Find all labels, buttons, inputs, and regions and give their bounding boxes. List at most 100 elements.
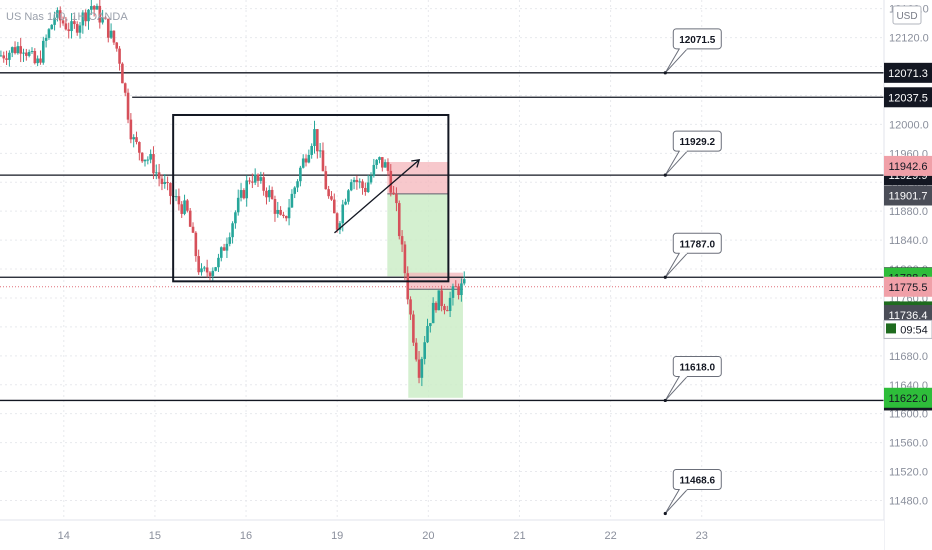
range-rectangle[interactable] bbox=[172, 113, 450, 283]
candle-body bbox=[310, 146, 313, 155]
candle-body bbox=[265, 190, 268, 198]
callouts[interactable]: 12071.5 11929.2 11787.0 11618.0 11468.6 bbox=[663, 28, 722, 516]
candle-body bbox=[414, 342, 418, 360]
candle-body bbox=[397, 203, 401, 237]
countdown-icon bbox=[886, 323, 896, 334]
candle-body bbox=[448, 297, 452, 312]
level-price-tag-bg bbox=[884, 62, 932, 83]
price-tag: 11942.6 bbox=[889, 161, 928, 173]
candle-body bbox=[417, 359, 421, 378]
candle-body bbox=[47, 29, 51, 38]
candle-body bbox=[454, 286, 458, 288]
candle-body bbox=[191, 226, 195, 233]
candle-body bbox=[180, 204, 184, 214]
candle-body bbox=[50, 24, 54, 30]
candle-body bbox=[163, 182, 167, 185]
price-tag-bg bbox=[884, 185, 932, 206]
candle-body bbox=[160, 178, 164, 185]
price-callout[interactable]: 11929.2 bbox=[663, 130, 722, 177]
candle-body bbox=[78, 25, 82, 33]
level-price-tag: 12037.5 bbox=[888, 92, 928, 104]
candle-body bbox=[392, 192, 395, 195]
candle-body bbox=[5, 58, 8, 60]
candle-body bbox=[262, 177, 265, 191]
candle-body bbox=[58, 10, 62, 21]
candle-body bbox=[101, 17, 104, 23]
y-tick-label: 12000.0 bbox=[889, 119, 929, 131]
candle-body bbox=[443, 306, 446, 311]
candle-body bbox=[358, 181, 362, 183]
candle-body bbox=[208, 272, 212, 276]
candle-body bbox=[344, 201, 347, 205]
callout-label: 12071.5 bbox=[679, 35, 716, 46]
candle-body bbox=[90, 6, 93, 10]
candle-body bbox=[412, 314, 415, 343]
candle-body bbox=[276, 209, 280, 214]
candle-body bbox=[406, 273, 410, 300]
candle-body bbox=[177, 196, 181, 205]
candle-body bbox=[2, 55, 6, 59]
y-tick-label: 11560.0 bbox=[889, 438, 928, 450]
candle-body bbox=[395, 194, 398, 204]
candle-body bbox=[299, 167, 302, 182]
candle-body bbox=[53, 17, 56, 25]
candle-body bbox=[183, 200, 186, 214]
candle-body bbox=[349, 182, 353, 191]
price-tag: 11901.7 bbox=[889, 190, 928, 202]
candle-body bbox=[403, 244, 407, 274]
price-callout[interactable]: 11618.0 bbox=[663, 355, 722, 403]
countdown-label: 09:54 bbox=[900, 324, 928, 336]
y-tick-label: 11880.0 bbox=[889, 206, 928, 218]
candle-body bbox=[197, 256, 200, 273]
candle-body bbox=[352, 179, 356, 183]
candle-body bbox=[361, 181, 364, 188]
candle-body bbox=[335, 213, 339, 230]
y-tick-label: 11680.0 bbox=[889, 351, 928, 363]
candle-body bbox=[27, 51, 31, 56]
candle-body bbox=[203, 267, 206, 269]
candle-body bbox=[321, 150, 325, 172]
candle-body bbox=[383, 162, 387, 168]
take-profit-zone[interactable] bbox=[387, 193, 449, 277]
candle-body bbox=[169, 183, 172, 196]
x-tick-label: 19 bbox=[331, 530, 343, 542]
price-callout[interactable]: 11787.0 bbox=[663, 232, 722, 279]
candle-body bbox=[270, 189, 274, 200]
callout-box bbox=[672, 28, 722, 50]
x-tick-label: 16 bbox=[240, 530, 252, 542]
candle-body bbox=[81, 12, 85, 26]
y-tick-label: 11520.0 bbox=[889, 467, 928, 479]
price-tag-bg bbox=[884, 387, 932, 408]
candle-body bbox=[44, 37, 48, 41]
price-callout[interactable]: 11468.6 bbox=[663, 468, 722, 516]
candle-body bbox=[200, 268, 203, 273]
candle-body bbox=[92, 6, 96, 10]
callout-box bbox=[672, 355, 722, 377]
candle-body bbox=[313, 129, 316, 147]
horizontal-levels[interactable] bbox=[0, 72, 884, 402]
candle-body bbox=[87, 9, 90, 22]
candle-body bbox=[67, 29, 71, 32]
candle-body bbox=[138, 142, 141, 153]
candle-body bbox=[332, 199, 336, 214]
candle-body bbox=[307, 154, 311, 163]
candle-body bbox=[259, 177, 263, 181]
candle-body bbox=[217, 257, 220, 268]
drawings[interactable] bbox=[172, 113, 450, 283]
price-callout[interactable]: 12071.5 bbox=[663, 28, 722, 75]
candle-body bbox=[75, 24, 79, 33]
candle-body bbox=[64, 23, 68, 30]
candle-body bbox=[290, 193, 294, 208]
trend-arrow-line[interactable] bbox=[334, 159, 420, 234]
currency-badge[interactable]: USD bbox=[892, 5, 922, 25]
callout-box bbox=[672, 232, 722, 254]
y-tick-label: 11840.0 bbox=[889, 235, 928, 247]
candle-body bbox=[327, 189, 330, 197]
candle-body bbox=[16, 46, 20, 54]
time-axis[interactable] bbox=[0, 520, 884, 550]
candle-body bbox=[341, 204, 345, 224]
level-price-tag-bg bbox=[884, 87, 932, 108]
candle-body bbox=[375, 159, 378, 165]
candle-body bbox=[330, 196, 333, 200]
